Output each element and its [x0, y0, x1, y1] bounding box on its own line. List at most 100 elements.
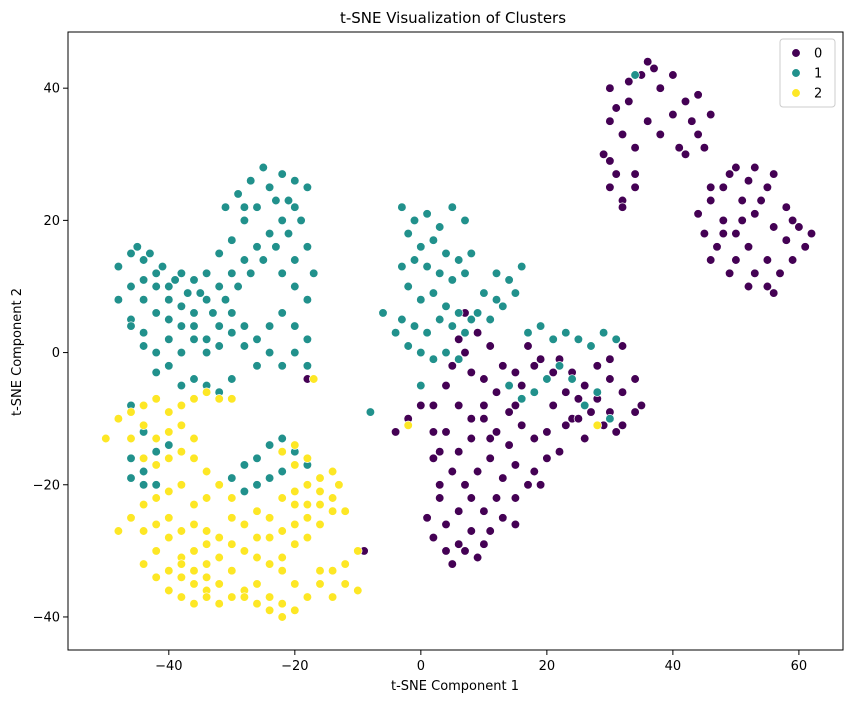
- data-point: [201, 466, 212, 477]
- data-point: [397, 261, 407, 272]
- data-point: [699, 143, 710, 153]
- data-point: [447, 559, 457, 569]
- data-point: [277, 466, 287, 477]
- data-point: [561, 328, 571, 338]
- data-point: [466, 414, 476, 424]
- data-point: [447, 361, 457, 371]
- data-point: [264, 228, 275, 239]
- data-point: [731, 228, 741, 239]
- data-point: [535, 354, 546, 364]
- data-point: [580, 400, 590, 411]
- data-point: [277, 215, 287, 226]
- data-point: [435, 493, 445, 503]
- data-point: [239, 546, 250, 556]
- data-point: [611, 334, 621, 344]
- data-point: [630, 182, 640, 192]
- data-point: [529, 433, 539, 444]
- data-point: [762, 182, 773, 192]
- data-point: [214, 552, 224, 563]
- data-point: [624, 76, 634, 87]
- points-layer: [101, 57, 817, 622]
- legend-label: 0: [814, 47, 822, 62]
- data-point: [164, 281, 174, 292]
- data-point: [277, 361, 287, 371]
- data-point: [302, 532, 313, 543]
- data-point: [220, 295, 231, 305]
- data-point: [138, 420, 149, 430]
- data-point: [176, 526, 187, 536]
- data-point: [214, 341, 224, 351]
- data-point: [302, 592, 313, 602]
- data-point: [435, 447, 445, 457]
- data-point: [201, 493, 212, 503]
- data-point: [529, 466, 539, 477]
- data-point: [724, 169, 735, 179]
- data-point: [164, 295, 174, 305]
- data-point: [208, 308, 218, 318]
- data-point: [164, 440, 174, 450]
- data-point: [466, 367, 476, 378]
- data-point: [239, 321, 250, 331]
- data-point: [365, 407, 376, 417]
- data-point: [290, 202, 300, 212]
- data-point: [504, 407, 514, 417]
- data-point: [517, 394, 527, 404]
- data-point: [302, 242, 313, 252]
- data-point: [611, 427, 621, 437]
- y-tick-label: −20: [33, 478, 60, 493]
- data-point: [428, 400, 439, 411]
- data-point: [138, 341, 149, 351]
- data-point: [693, 129, 703, 140]
- data-point: [454, 308, 464, 318]
- data-point: [189, 334, 199, 344]
- data-point: [290, 605, 300, 615]
- data-point: [189, 453, 199, 463]
- data-point: [227, 308, 237, 318]
- data-point: [775, 268, 785, 278]
- data-point: [466, 493, 476, 503]
- data-point: [460, 215, 470, 226]
- data-point: [227, 539, 237, 549]
- data-point: [479, 414, 489, 424]
- x-tick-label: 20: [539, 659, 556, 674]
- data-point: [416, 400, 426, 411]
- legend-label: 2: [814, 87, 822, 102]
- data-point: [126, 321, 136, 331]
- data-point: [258, 162, 268, 173]
- data-point: [151, 308, 161, 318]
- data-point: [290, 579, 300, 589]
- data-point: [138, 480, 149, 490]
- data-point: [151, 519, 161, 530]
- data-point: [290, 281, 300, 292]
- data-point: [271, 242, 281, 252]
- data-point: [277, 308, 287, 318]
- data-point: [630, 143, 640, 153]
- data-point: [491, 295, 502, 305]
- data-point: [132, 242, 142, 252]
- data-point: [252, 506, 262, 516]
- data-point: [542, 453, 552, 463]
- data-point: [428, 235, 439, 245]
- x-tick-label: 60: [791, 659, 808, 674]
- data-point: [762, 255, 773, 265]
- data-point: [630, 70, 640, 80]
- data-point: [617, 387, 628, 397]
- data-point: [113, 295, 124, 305]
- data-point: [498, 361, 508, 371]
- data-point: [529, 387, 539, 397]
- plot-frame: [67, 31, 844, 651]
- data-point: [151, 394, 161, 404]
- data-point: [214, 599, 224, 609]
- data-point: [472, 552, 483, 563]
- data-point: [554, 361, 565, 371]
- data-point: [126, 407, 136, 417]
- data-point: [485, 453, 495, 463]
- data-point: [233, 189, 243, 199]
- data-point: [535, 480, 546, 490]
- data-point: [447, 202, 457, 212]
- data-point: [504, 440, 514, 450]
- x-tick-label: 0: [417, 659, 425, 674]
- data-point: [435, 222, 445, 232]
- data-point: [183, 288, 193, 298]
- data-point: [643, 116, 653, 126]
